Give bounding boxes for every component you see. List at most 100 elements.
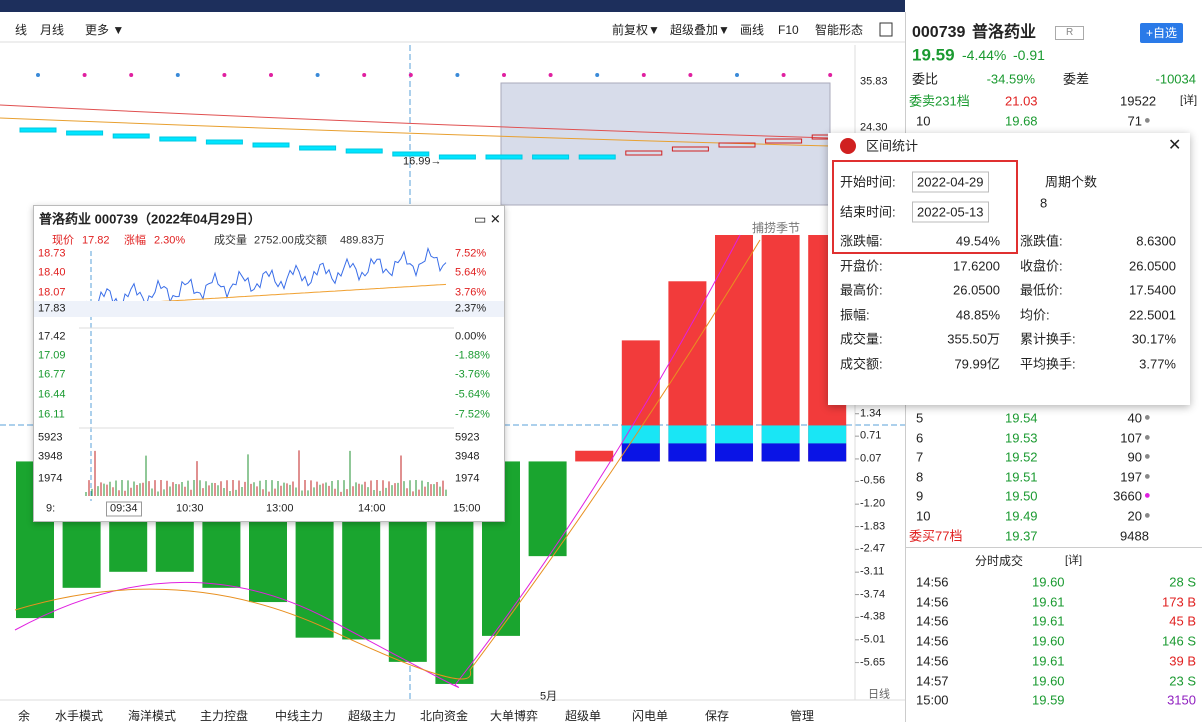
field-label: 累计换手: bbox=[1020, 331, 1076, 347]
info-value: 2752.00 bbox=[254, 234, 294, 247]
info-label: 涨幅 bbox=[124, 234, 146, 247]
pct-label: 7.52% bbox=[455, 247, 487, 260]
close-button[interactable]: ✕ bbox=[1168, 137, 1182, 154]
tab[interactable]: 海洋模式 bbox=[128, 709, 177, 722]
candle bbox=[671, 146, 709, 152]
tab[interactable]: 超级单 bbox=[565, 709, 602, 722]
info-value: 17.82 bbox=[82, 234, 110, 247]
toolbar-item[interactable]: 超级叠加▼ bbox=[670, 23, 730, 37]
marker-dot bbox=[828, 73, 833, 77]
tab[interactable]: 余 bbox=[18, 709, 31, 722]
indicator-line bbox=[14, 239, 761, 680]
field-value: 79.99亿 bbox=[954, 356, 1000, 372]
y-tick-label: -3.11 bbox=[860, 565, 885, 578]
trade-volume: 173 B bbox=[1162, 594, 1196, 610]
trade-volume: 28 S bbox=[1169, 574, 1196, 590]
toolbar-item[interactable]: 智能形态 bbox=[815, 23, 864, 37]
info-label: 现价 bbox=[52, 234, 74, 247]
candle bbox=[625, 150, 663, 156]
volume-label: 5923 bbox=[38, 431, 63, 444]
indicator-bar bbox=[575, 450, 614, 462]
trade-time: 14:57 bbox=[916, 673, 949, 688]
field-label: 开盘价: bbox=[840, 258, 883, 274]
field-value: 17.5400 bbox=[1129, 282, 1176, 298]
volume-dot: ● bbox=[1144, 431, 1151, 444]
y-tick-label: -2.47 bbox=[860, 542, 886, 555]
detail-link[interactable]: [详] bbox=[1065, 554, 1083, 567]
pct-label: -3.76% bbox=[455, 368, 490, 381]
time-label: 14:00 bbox=[358, 502, 386, 515]
time-label: 15:00 bbox=[453, 502, 481, 515]
info-value: 2.30% bbox=[154, 234, 186, 247]
highlight-frame bbox=[832, 160, 1018, 254]
field-label: 成交额: bbox=[840, 356, 883, 372]
field-value: -10034 bbox=[1155, 71, 1196, 87]
toolbar-item[interactable]: 线 bbox=[15, 23, 28, 37]
popup-title: 区间统计 bbox=[866, 138, 919, 154]
period-label: 日线 bbox=[868, 688, 890, 701]
candle bbox=[205, 139, 243, 145]
tab[interactable]: 闪电单 bbox=[632, 709, 669, 722]
add-watchlist-button[interactable]: +自选 bbox=[1140, 23, 1184, 43]
toolbar-item[interactable]: 前复权▼ bbox=[612, 23, 660, 37]
tab[interactable]: 主力控盘 bbox=[200, 709, 249, 722]
level: 9 bbox=[916, 488, 924, 504]
indicator-bar bbox=[528, 461, 567, 557]
trade-volume: 3150 bbox=[1167, 692, 1196, 708]
y-tick-label: -1.83 bbox=[860, 520, 886, 533]
volume-label: 3948 bbox=[38, 450, 63, 463]
trade-price: 19.61 bbox=[1032, 613, 1065, 629]
level-price: 19.51 bbox=[1005, 469, 1038, 485]
field-label: 涨跌幅: bbox=[840, 233, 883, 249]
badge: R bbox=[1055, 26, 1085, 40]
tab[interactable]: 水手模式 bbox=[55, 709, 104, 722]
y-tick-label: -0.56 bbox=[860, 474, 886, 487]
marker-dot bbox=[36, 73, 40, 77]
level: 10 bbox=[916, 113, 931, 129]
volume-dot: ● bbox=[1144, 470, 1151, 483]
marker-dot bbox=[222, 73, 227, 77]
date-field[interactable]: 2022-05-13 bbox=[912, 201, 989, 223]
highlight-row bbox=[34, 301, 504, 317]
pct-label: -5.64% bbox=[455, 388, 490, 401]
date-field[interactable]: 2022-04-29 bbox=[912, 171, 989, 193]
tab[interactable]: 保存 bbox=[705, 709, 730, 722]
toolbar-item[interactable]: 更多 ▼ bbox=[85, 23, 125, 37]
volume-label: 1974 bbox=[455, 472, 480, 485]
indicator-bar bbox=[761, 235, 800, 462]
level: 10 bbox=[916, 508, 931, 524]
tab[interactable]: 北向资金 bbox=[420, 709, 469, 722]
price-label: 18.73 bbox=[38, 247, 66, 260]
tab[interactable]: 超级主力 bbox=[348, 709, 397, 722]
intraday-popup: 普洛药业 000739（2022年04月29日） ▭ ✕ 现价 17.82 涨幅 2.30… bbox=[33, 205, 505, 522]
volume-label: 1974 bbox=[38, 472, 63, 485]
layout-icon[interactable] bbox=[879, 22, 893, 37]
trade-time: 14:56 bbox=[916, 574, 949, 590]
toolbar-item[interactable]: F10 bbox=[778, 23, 799, 37]
toolbar-item[interactable]: 月线 bbox=[40, 23, 65, 37]
bar-overlay bbox=[715, 425, 753, 444]
tab[interactable]: 大单博弈 bbox=[490, 709, 539, 722]
ma-line bbox=[0, 117, 831, 147]
level-volume: 90 bbox=[1127, 449, 1142, 465]
field-label: 平均换手: bbox=[1020, 356, 1076, 372]
price-label: 18.07 bbox=[38, 286, 66, 299]
popup-controls[interactable]: ▭ ✕ bbox=[474, 211, 501, 227]
sell-total-price: 21.03 bbox=[1005, 93, 1038, 109]
toolbar-item[interactable]: 画线 bbox=[740, 23, 765, 37]
marker-dot bbox=[269, 73, 273, 77]
candle bbox=[112, 133, 150, 139]
trade-volume: 45 B bbox=[1169, 613, 1196, 629]
trade-time: 14:56 bbox=[916, 633, 949, 649]
candle bbox=[718, 142, 756, 148]
bar-overlay bbox=[761, 425, 800, 444]
field-label: 最低价: bbox=[1020, 282, 1063, 298]
tab[interactable]: 中线主力 bbox=[275, 709, 324, 722]
field-value: 8 bbox=[1040, 195, 1048, 211]
tab[interactable]: 管理 bbox=[790, 709, 815, 722]
price-label: 16.77 bbox=[38, 368, 66, 381]
candle bbox=[532, 154, 570, 160]
detail-link[interactable]: [详] bbox=[1180, 94, 1198, 107]
field-value: 22.5001 bbox=[1129, 307, 1176, 323]
volume-dot: ● bbox=[1144, 450, 1151, 463]
